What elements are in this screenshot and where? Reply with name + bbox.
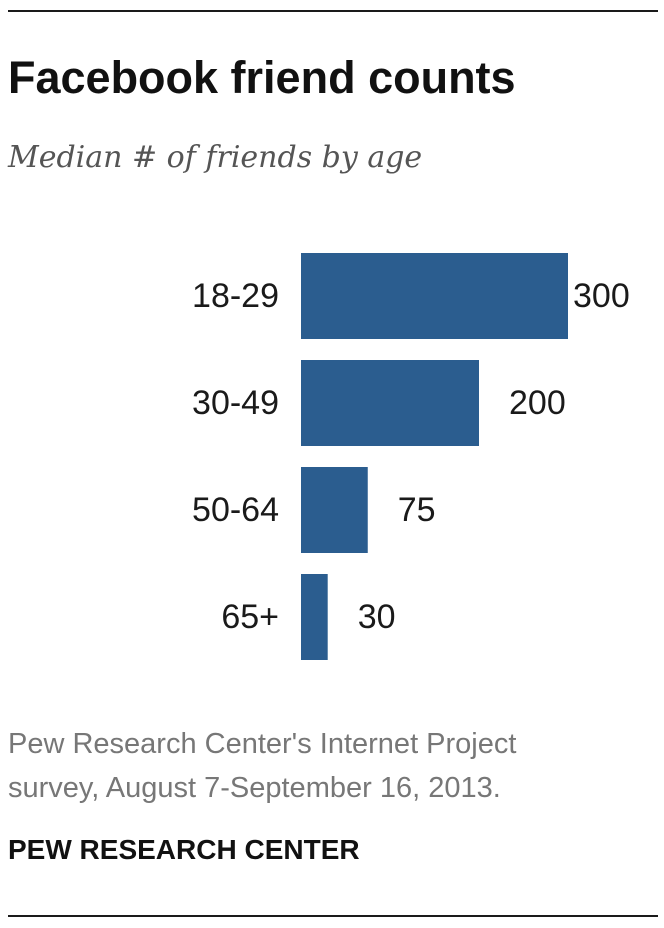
top-rule bbox=[8, 10, 658, 12]
bottom-rule bbox=[8, 915, 658, 917]
bar-18-29 bbox=[301, 253, 568, 339]
value-label-65-plus: 30 bbox=[358, 598, 396, 636]
source-note-line-1: Pew Research Center's Internet Project bbox=[8, 728, 517, 760]
bar-30-49 bbox=[301, 360, 479, 446]
category-label-30-49: 30-49 bbox=[192, 384, 279, 422]
category-label-18-29: 18-29 bbox=[192, 277, 279, 315]
category-label-65-plus: 65+ bbox=[221, 598, 279, 636]
value-label-18-29: 300 bbox=[573, 277, 630, 315]
chart-title: Facebook friend counts bbox=[8, 52, 516, 103]
source-note: Pew Research Center's Internet Project s… bbox=[8, 722, 648, 810]
bar-chart: 18-29 300 30-49 200 50-64 75 65+ 30 bbox=[192, 253, 630, 660]
category-label-50-64: 50-64 bbox=[192, 491, 279, 529]
bar-50-64 bbox=[301, 467, 368, 553]
chart-subtitle: Median # of friends by age bbox=[8, 140, 423, 175]
bar-65-plus bbox=[301, 574, 328, 660]
source-credit: PEW RESEARCH CENTER bbox=[8, 834, 360, 865]
value-label-30-49: 200 bbox=[509, 384, 566, 422]
source-note-line-2: survey, August 7-September 16, 2013. bbox=[8, 772, 501, 804]
value-label-50-64: 75 bbox=[398, 491, 436, 529]
